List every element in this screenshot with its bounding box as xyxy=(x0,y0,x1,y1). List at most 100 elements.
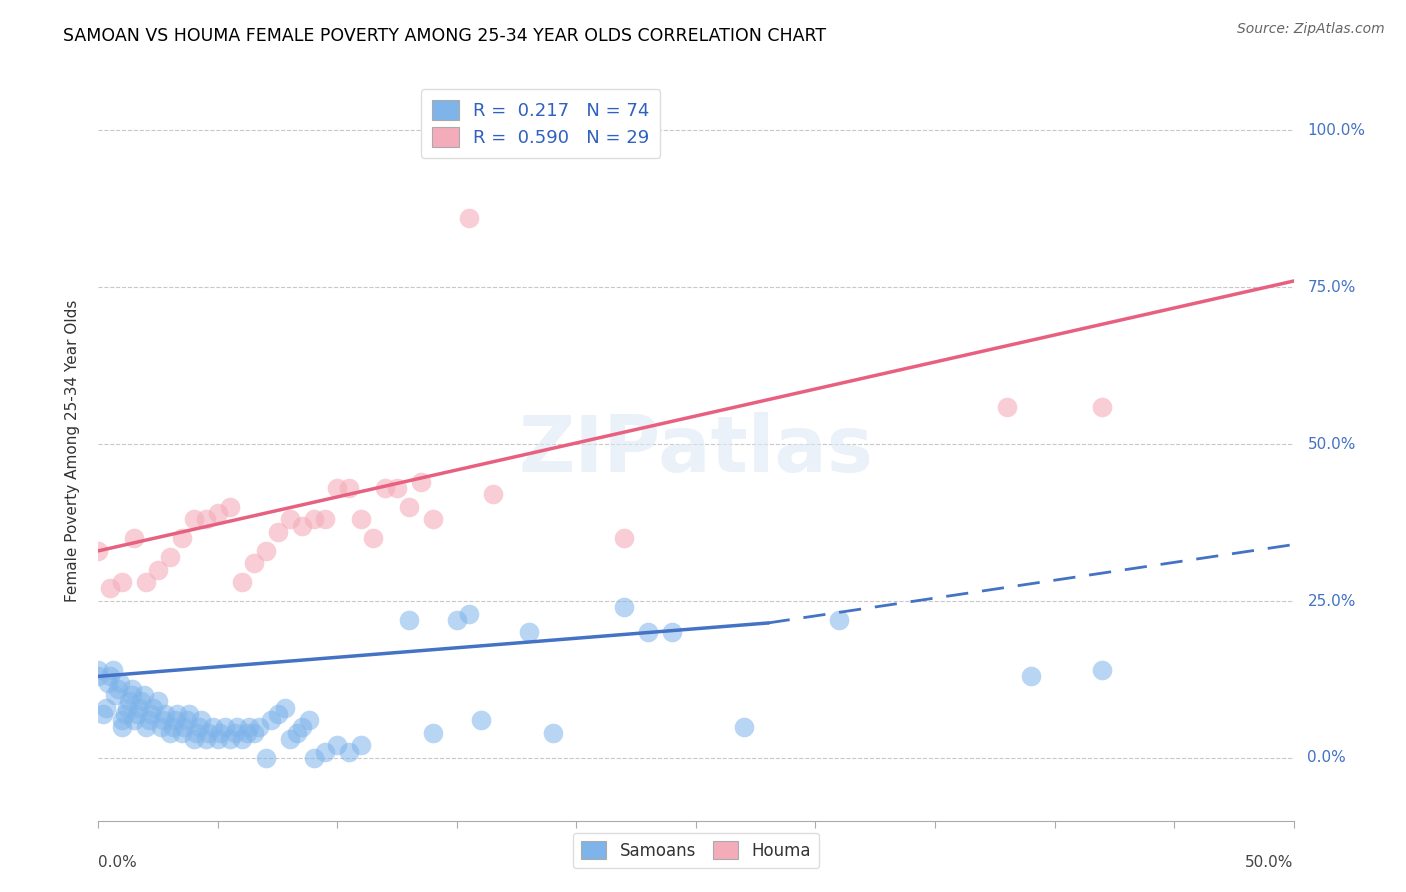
Point xyxy=(1091,663,1114,677)
Point xyxy=(995,400,1018,414)
Point xyxy=(159,726,181,740)
Point xyxy=(828,613,851,627)
Text: 100.0%: 100.0% xyxy=(1308,123,1365,138)
Point xyxy=(238,719,260,733)
Point xyxy=(326,739,349,753)
Point xyxy=(114,706,136,721)
Text: 50.0%: 50.0% xyxy=(1246,855,1294,871)
Point xyxy=(186,726,208,740)
Point xyxy=(259,713,281,727)
Point xyxy=(326,481,349,495)
Point xyxy=(91,706,114,721)
Point xyxy=(661,625,683,640)
Point xyxy=(339,745,361,759)
Point xyxy=(517,625,540,640)
Point xyxy=(291,719,314,733)
Text: 50.0%: 50.0% xyxy=(1308,437,1355,451)
Point xyxy=(163,713,186,727)
Text: ZIPatlas: ZIPatlas xyxy=(519,412,873,489)
Point xyxy=(183,512,205,526)
Point xyxy=(159,550,181,565)
Point xyxy=(148,563,170,577)
Point xyxy=(195,732,218,747)
Point xyxy=(139,706,162,721)
Point xyxy=(104,688,127,702)
Point xyxy=(339,481,361,495)
Point xyxy=(176,713,198,727)
Point xyxy=(446,613,468,627)
Point xyxy=(155,706,177,721)
Point xyxy=(148,694,170,708)
Point xyxy=(94,700,117,714)
Point xyxy=(637,625,659,640)
Point xyxy=(214,719,236,733)
Point xyxy=(97,675,120,690)
Point xyxy=(195,512,218,526)
Point xyxy=(302,751,325,765)
Point xyxy=(278,512,301,526)
Point xyxy=(1019,669,1042,683)
Point xyxy=(285,726,308,740)
Point xyxy=(149,719,172,733)
Point xyxy=(541,726,564,740)
Point xyxy=(733,719,755,733)
Point xyxy=(219,500,242,514)
Point xyxy=(202,719,225,733)
Point xyxy=(187,719,209,733)
Point xyxy=(173,719,195,733)
Point xyxy=(1091,400,1114,414)
Point xyxy=(350,739,373,753)
Point xyxy=(111,575,134,590)
Point xyxy=(247,719,270,733)
Point xyxy=(254,544,277,558)
Text: 75.0%: 75.0% xyxy=(1308,280,1355,295)
Point xyxy=(458,211,481,226)
Point xyxy=(207,506,229,520)
Point xyxy=(138,713,160,727)
Point xyxy=(398,613,420,627)
Point xyxy=(298,713,321,727)
Point xyxy=(183,732,205,747)
Point xyxy=(108,675,131,690)
Point xyxy=(124,713,146,727)
Point xyxy=(166,706,188,721)
Point xyxy=(422,726,444,740)
Point xyxy=(219,732,242,747)
Point xyxy=(107,681,129,696)
Point xyxy=(243,726,266,740)
Point xyxy=(385,481,409,495)
Point xyxy=(243,557,266,571)
Text: 25.0%: 25.0% xyxy=(1308,593,1355,608)
Point xyxy=(302,512,325,526)
Point xyxy=(121,681,143,696)
Point xyxy=(209,726,232,740)
Legend: Samoans, Houma: Samoans, Houma xyxy=(574,832,818,868)
Point xyxy=(87,544,110,558)
Point xyxy=(172,726,194,740)
Point xyxy=(315,512,337,526)
Point xyxy=(172,531,194,545)
Text: SAMOAN VS HOUMA FEMALE POVERTY AMONG 25-34 YEAR OLDS CORRELATION CHART: SAMOAN VS HOUMA FEMALE POVERTY AMONG 25-… xyxy=(63,27,827,45)
Point xyxy=(125,706,148,721)
Point xyxy=(613,600,636,615)
Point xyxy=(131,694,153,708)
Point xyxy=(231,732,253,747)
Point xyxy=(267,706,290,721)
Point xyxy=(197,726,219,740)
Point xyxy=(470,713,492,727)
Point xyxy=(115,700,138,714)
Point xyxy=(162,719,184,733)
Point xyxy=(278,732,301,747)
Point xyxy=(132,688,155,702)
Point xyxy=(98,669,122,683)
Point xyxy=(350,512,373,526)
Point xyxy=(142,700,165,714)
Point xyxy=(398,500,420,514)
Point xyxy=(190,713,212,727)
Text: 0.0%: 0.0% xyxy=(1308,750,1346,765)
Point xyxy=(267,524,290,539)
Point xyxy=(179,706,201,721)
Point xyxy=(111,719,134,733)
Point xyxy=(458,607,481,621)
Point xyxy=(121,688,143,702)
